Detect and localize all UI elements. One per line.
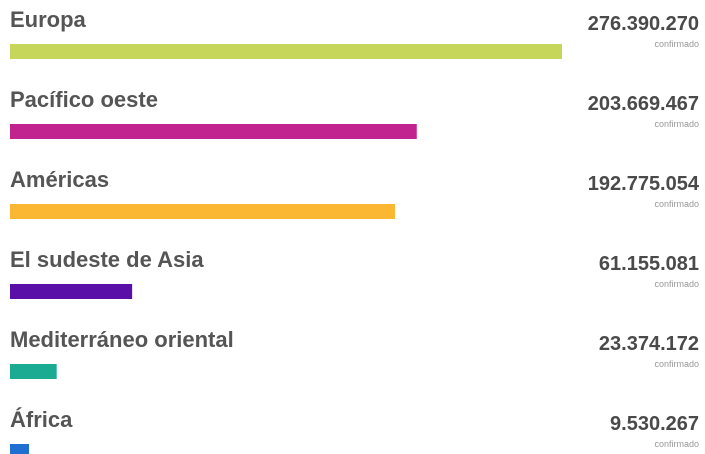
value-caption: confirmado: [654, 439, 699, 449]
region-label: El sudeste de Asia: [10, 247, 204, 272]
bar: [10, 284, 133, 299]
region-label: Europa: [10, 7, 87, 32]
value-caption: confirmado: [654, 39, 699, 49]
value-label: 23.374.172: [599, 333, 699, 355]
value-label: 61.155.081: [599, 253, 699, 275]
value-caption: confirmado: [654, 199, 699, 209]
value-caption: confirmado: [654, 359, 699, 369]
value-caption: confirmado: [654, 119, 699, 129]
region-label: Américas: [10, 167, 109, 192]
bar: [10, 124, 417, 139]
value-label: 203.669.467: [588, 93, 699, 115]
value-label: 9.530.267: [610, 413, 699, 435]
value-label: 276.390.270: [588, 13, 699, 35]
bar: [10, 444, 30, 454]
region-label: Mediterráneo oriental: [10, 327, 234, 352]
bar: [10, 44, 562, 59]
region-label: África: [10, 407, 73, 432]
value-label: 192.775.054: [588, 173, 700, 195]
bar: [10, 204, 396, 219]
region-label: Pacífico oeste: [10, 87, 158, 112]
value-caption: confirmado: [654, 279, 699, 289]
bar: [10, 364, 57, 379]
